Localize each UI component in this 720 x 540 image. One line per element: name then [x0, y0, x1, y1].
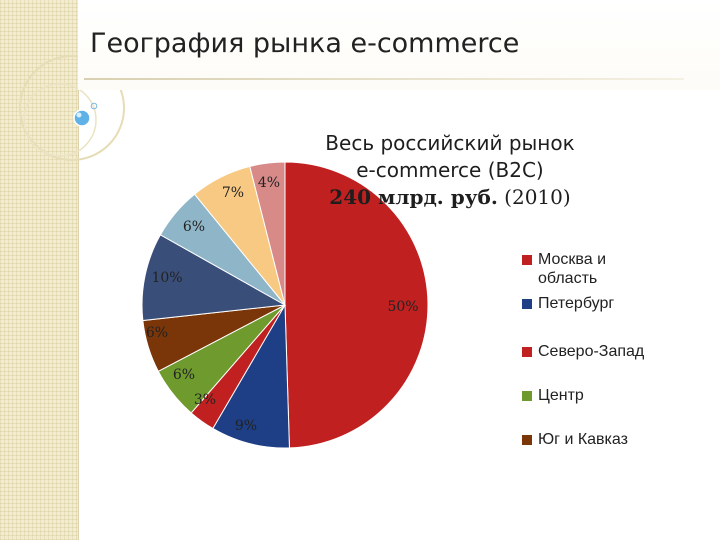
pie-data-label: 4% [258, 175, 280, 191]
pie-slice-0 [284, 161, 429, 449]
page-title: География рынка e-commerce [90, 28, 520, 59]
legend-label: Москва и область [538, 251, 607, 287]
pie-data-label: 50% [387, 299, 418, 315]
pie-data-label: 3% [194, 392, 216, 408]
legend-swatch [522, 299, 532, 309]
decorative-circles [19, 55, 125, 161]
pie-data-label: 6% [173, 367, 195, 383]
chart-title-line-2: e-commerce (B2C) [356, 158, 544, 182]
chart-title: Весь российский рынок e-commerce (B2C) 2… [300, 130, 600, 211]
pie-data-label: 7% [222, 185, 244, 201]
legend-label: Петербург [538, 295, 615, 312]
title-rule [84, 78, 684, 80]
pie-slice-5 [141, 234, 287, 322]
legend-swatch [522, 391, 532, 401]
legend-label: Северо-Запад [538, 343, 645, 360]
legend-swatch [522, 255, 532, 265]
pie-slice-1 [212, 303, 290, 449]
left-strip-edge [78, 0, 79, 540]
pie-data-label: 9% [235, 418, 257, 434]
chart-title-year: (2010) [497, 185, 571, 209]
pie-data-label: 10% [151, 270, 182, 286]
pie-slice-8 [249, 161, 286, 306]
legend-swatch [522, 347, 532, 357]
legend-label: Юг и Кавказ [538, 431, 628, 448]
title-bar [78, 0, 720, 90]
chart-title-line-1: Весь российский рынок [325, 131, 575, 155]
pie-data-label: 6% [183, 219, 205, 235]
legend-swatch [522, 435, 532, 445]
small-bubble-icon [90, 102, 98, 110]
pie-data-label: 6% [146, 325, 168, 341]
legend-label: Центр [538, 387, 584, 404]
chart-title-amount: 240 млрд. руб. [329, 185, 498, 209]
